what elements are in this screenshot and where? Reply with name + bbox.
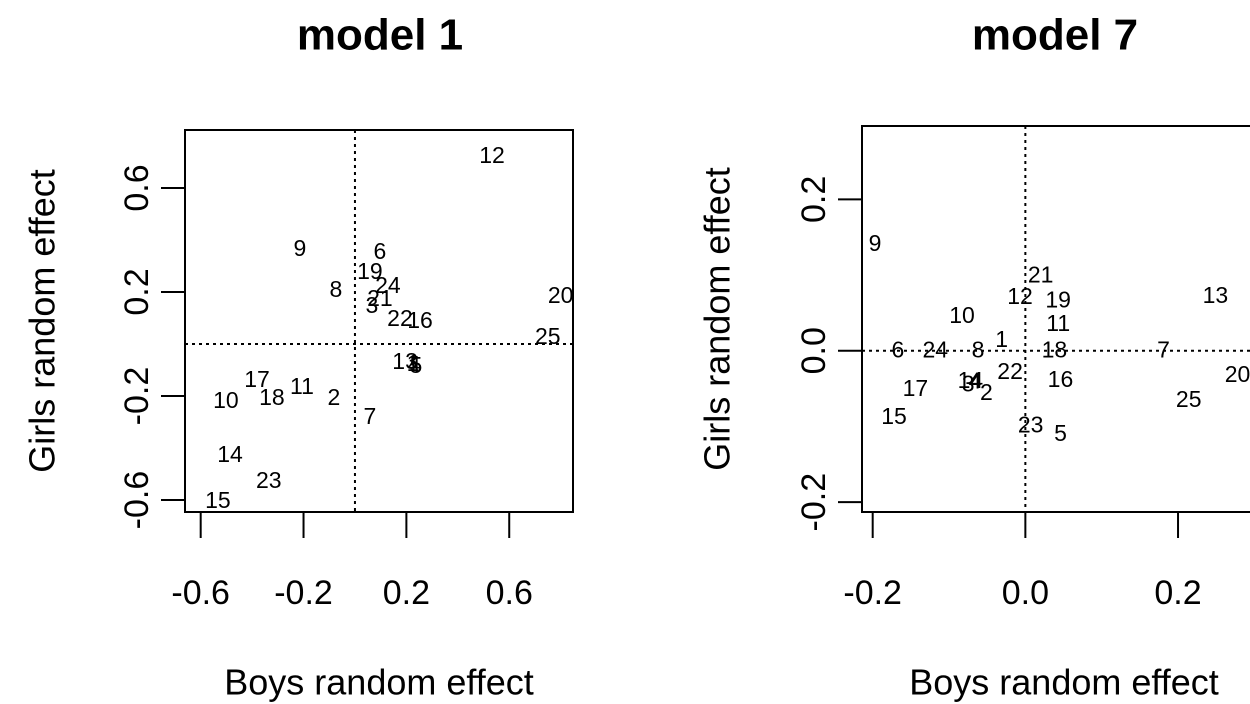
point-label: 1: [995, 326, 1008, 352]
point-label: 20: [1225, 361, 1250, 387]
y-tick-label: 0.0: [795, 327, 833, 374]
point-label: 18: [1042, 337, 1068, 363]
plot-box: [861, 125, 1250, 513]
point-label: 12: [1007, 283, 1033, 309]
point-label: 4: [408, 351, 421, 377]
point-label: 21: [1028, 262, 1054, 288]
point-label: 9: [869, 230, 882, 256]
point-label: 3: [962, 371, 975, 397]
point-label: 10: [213, 387, 239, 413]
point-label: 16: [1048, 366, 1074, 392]
point-label: 2: [327, 384, 340, 410]
x-tick-label: 0.6: [486, 574, 533, 612]
point-label: 5: [409, 352, 422, 378]
y-tick-label: 0.2: [795, 176, 833, 223]
point-label: 3: [366, 292, 379, 318]
point-label: 24: [922, 337, 948, 363]
point-label: 20: [548, 282, 574, 308]
x-tick-label: 0.2: [383, 574, 430, 612]
point-label: 13: [392, 348, 418, 374]
point-label: 22: [387, 305, 413, 331]
x-axis-label: Boys random effect: [909, 662, 1219, 703]
point-label: 24: [375, 272, 401, 298]
point-label: 17: [903, 375, 929, 401]
point-label: 10: [949, 302, 975, 328]
point-label: 22: [997, 358, 1023, 384]
point-label: 6: [891, 337, 904, 363]
plot-box: [184, 129, 574, 513]
point-label: 25: [1176, 386, 1202, 412]
point-label: 11: [1046, 310, 1070, 336]
y-axis-label: Girls random effect: [22, 169, 63, 472]
point-label: 17: [244, 366, 270, 392]
point-label: 7: [1157, 337, 1170, 363]
x-tick-label: -0.2: [843, 574, 902, 612]
point-label: 9: [294, 235, 307, 261]
x-tick-label: -0.2: [274, 574, 333, 612]
y-tick-label: -0.6: [118, 471, 156, 530]
point-label: 8: [330, 276, 343, 302]
point-label: 25: [535, 323, 561, 349]
point-label: 23: [1018, 412, 1044, 438]
point-label: 2: [980, 379, 993, 405]
y-tick-label: 0.2: [118, 268, 156, 315]
y-axis-label: Girls random effect: [697, 167, 738, 470]
point-label: 12: [479, 142, 505, 168]
y-tick-label: -0.2: [118, 367, 156, 426]
point-label: 11: [290, 373, 314, 399]
point-label: 23: [256, 467, 282, 493]
point-label: 18: [259, 384, 285, 410]
x-tick-label: -0.6: [171, 574, 230, 612]
point-label: 5: [1054, 420, 1067, 446]
point-label: 19: [357, 258, 383, 284]
chart-title: model 1: [297, 11, 463, 60]
point-label: 21: [367, 285, 393, 311]
point-label: 14: [958, 367, 984, 393]
point-label: 16: [407, 307, 433, 333]
point-label: 15: [205, 487, 231, 513]
point-label: 6: [374, 238, 387, 264]
y-tick-label: -0.2: [795, 473, 833, 532]
point-label: 13: [1203, 282, 1229, 308]
chart-title: model 7: [972, 11, 1138, 60]
x-tick-label: 0.2: [1154, 574, 1201, 612]
point-label: 1: [407, 350, 420, 376]
point-label: 15: [881, 403, 907, 429]
y-tick-label: 0.6: [118, 164, 156, 211]
x-tick-label: 0.0: [1002, 574, 1049, 612]
point-label: 8: [972, 337, 985, 363]
point-label: 4: [969, 368, 982, 394]
point-label: 19: [1045, 287, 1071, 313]
point-label: 14: [217, 441, 243, 467]
point-label: 7: [363, 403, 376, 429]
x-axis-label: Boys random effect: [224, 662, 534, 703]
